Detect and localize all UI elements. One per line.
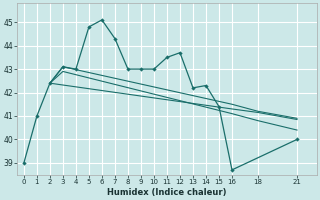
X-axis label: Humidex (Indice chaleur): Humidex (Indice chaleur) — [107, 188, 227, 197]
